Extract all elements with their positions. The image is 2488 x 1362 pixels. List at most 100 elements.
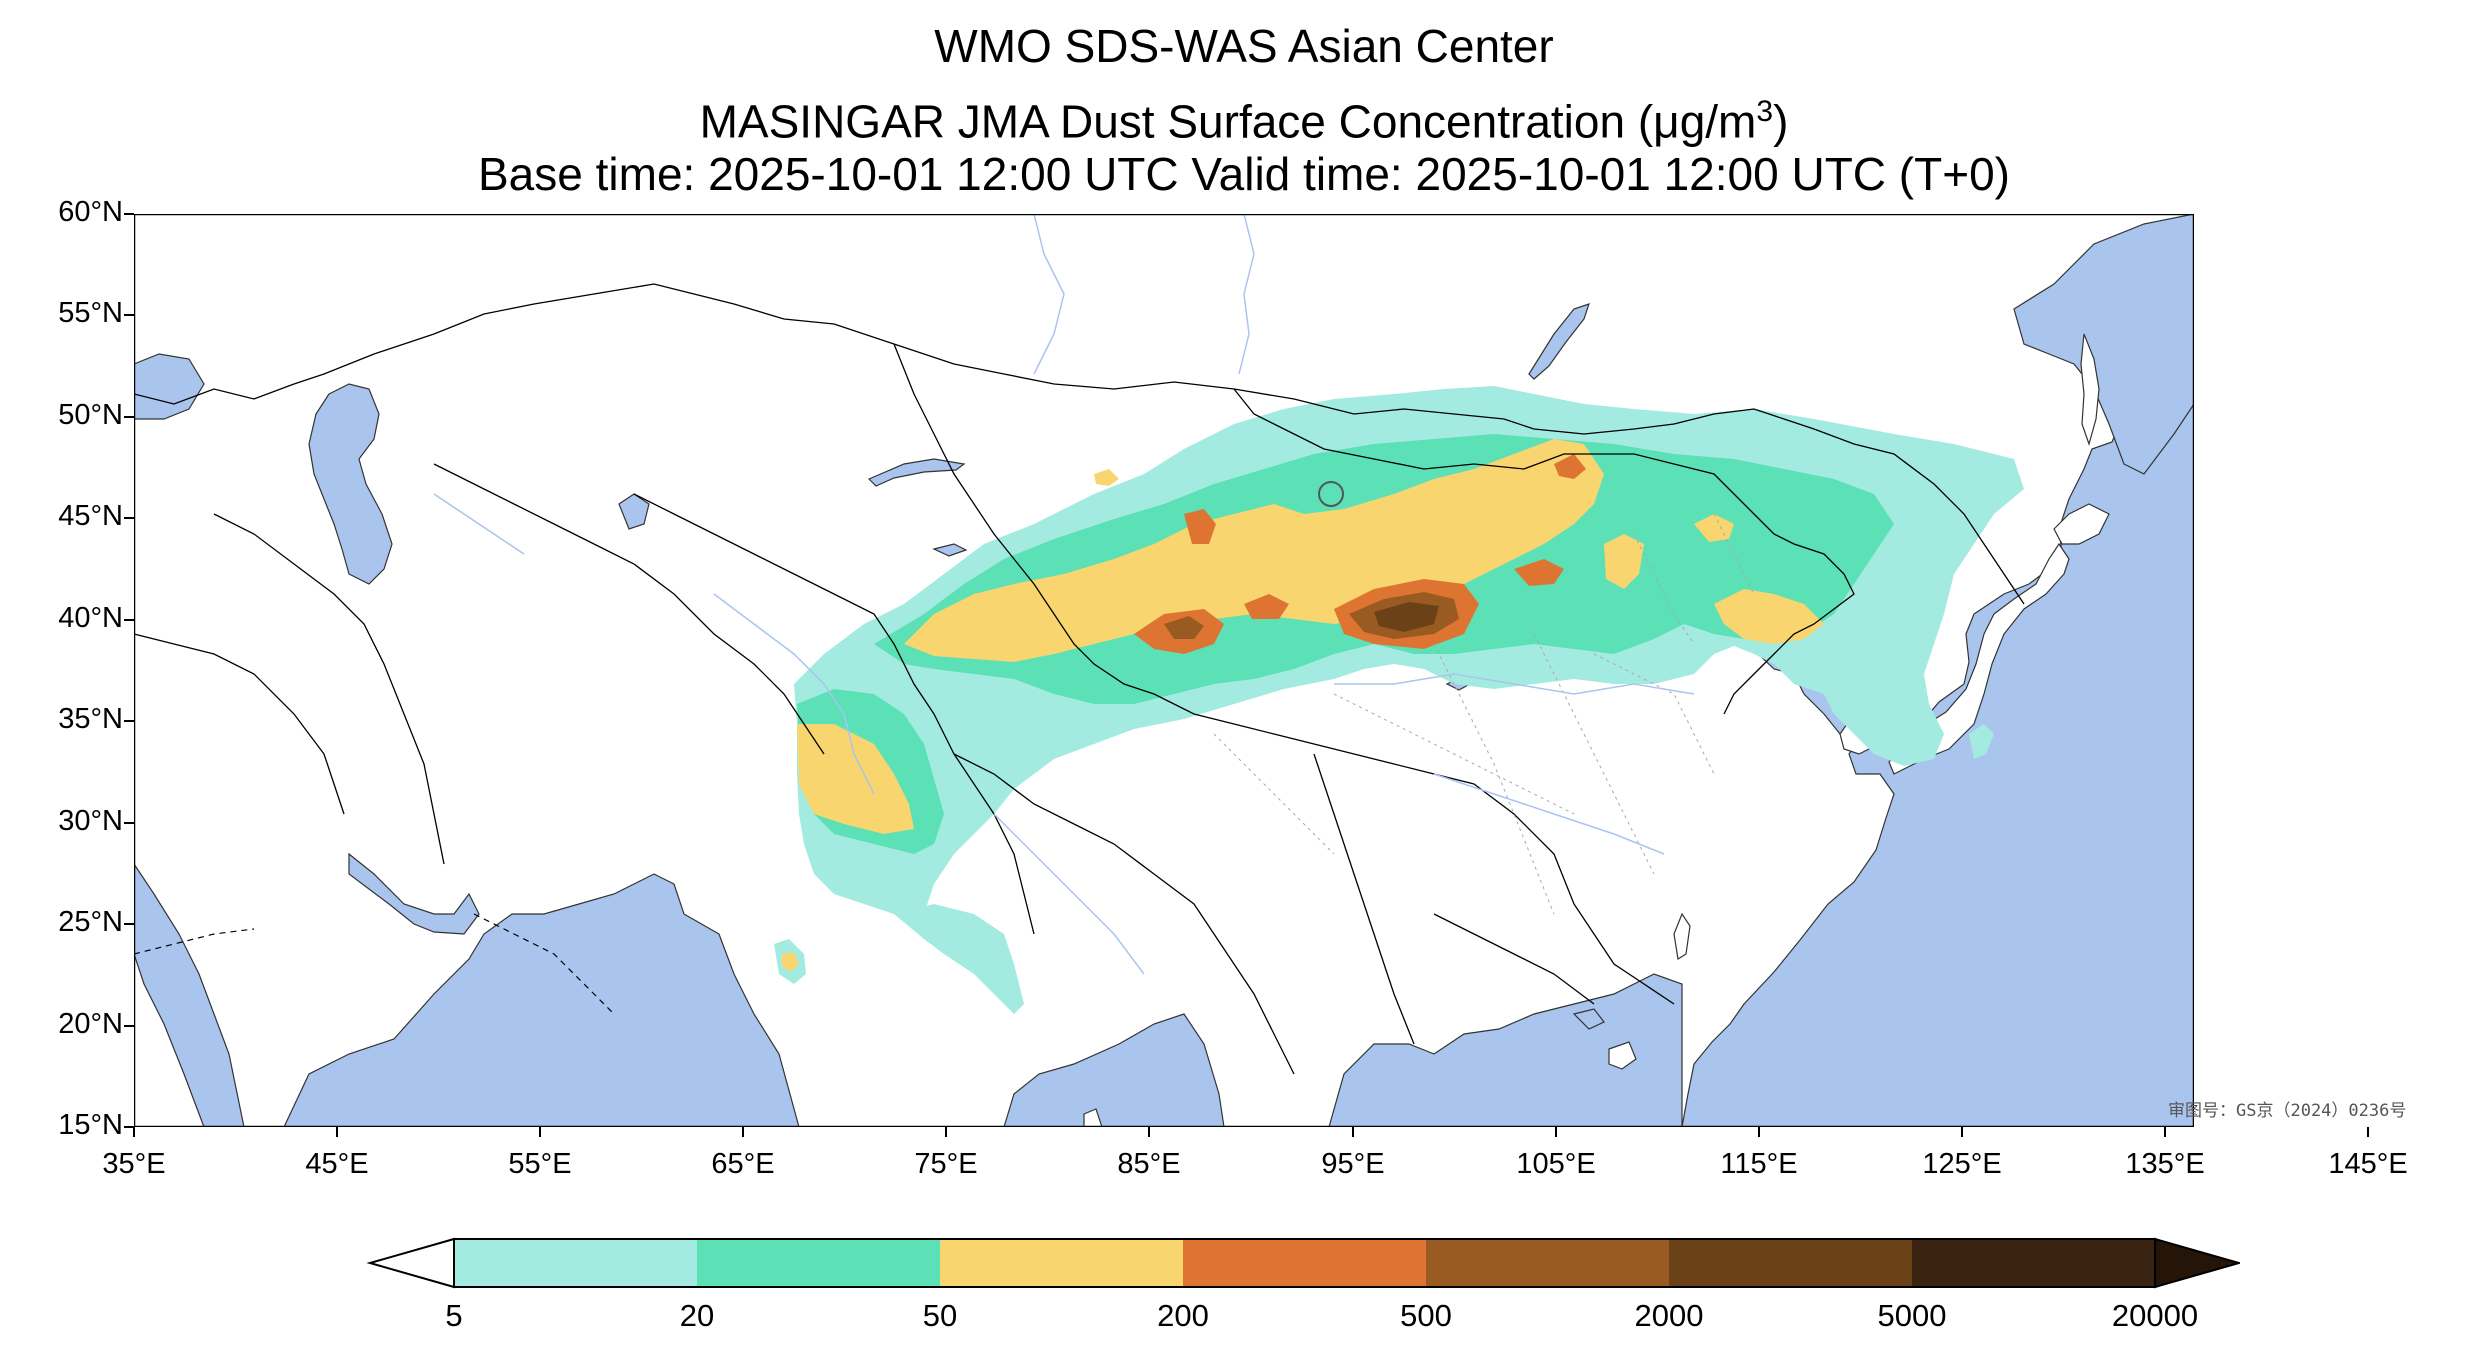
disputed-borders	[134, 913, 615, 1015]
sakhalin	[2080, 333, 2100, 446]
lon-label-65: 65°E	[711, 1148, 775, 1180]
country-borders	[134, 283, 2025, 1075]
time-info: Base time: 2025-10-01 12:00 UTC Valid ti…	[478, 148, 2010, 200]
dust-level-50-pak	[797, 724, 914, 834]
map-svg	[132, 212, 2196, 1129]
lon-label-145: 145°E	[2328, 1148, 2408, 1180]
caspian-sea	[308, 383, 393, 585]
sea-of-okhotsk	[2013, 214, 2194, 475]
dust-contours	[774, 386, 2024, 1014]
saudi-border	[134, 928, 255, 955]
dust-level-200-ordos	[1514, 559, 1564, 586]
dust-level-5-south	[894, 904, 1024, 1014]
lat-label-30: 30°N	[58, 805, 123, 837]
colorbar-segment-5	[1669, 1239, 1912, 1287]
subtitle-text: MASINGAR JMA Dust Surface Concentration …	[699, 95, 1654, 148]
japan	[1888, 542, 2070, 775]
unit-superscript: 3	[1756, 95, 1774, 128]
province-borders	[1213, 513, 1755, 915]
lon-label-45: 45°E	[305, 1148, 369, 1180]
colorbar-segment-6	[1912, 1239, 2155, 1287]
cb-label-20: 20	[679, 1298, 715, 1333]
lon-label-95: 95°E	[1321, 1148, 1385, 1180]
lat-label-45: 45°N	[58, 500, 123, 532]
colorbar-segment-2	[940, 1239, 1183, 1287]
ganges-river	[993, 813, 1145, 975]
unit-g: g/m	[1679, 95, 1757, 148]
aral-sea	[618, 493, 650, 530]
lake-baikal	[1528, 303, 1590, 380]
cb-label-2000: 2000	[1634, 1298, 1704, 1333]
lon-label-115: 115°E	[1720, 1148, 1798, 1180]
persian-gulf	[348, 852, 480, 935]
syria-border	[134, 633, 345, 815]
colorbar-segment-0	[454, 1239, 697, 1287]
lat-label-60: 60°N	[58, 196, 123, 228]
dust-level-200-mongolia	[1554, 454, 1586, 479]
unit-mu: μ	[1653, 95, 1680, 148]
rivers	[433, 214, 1695, 975]
taiwan	[1673, 912, 1691, 960]
oman-border	[473, 913, 615, 1015]
cb-label-5: 5	[445, 1298, 463, 1333]
lat-label-55: 55°N	[58, 297, 123, 329]
arabian-sea	[283, 873, 800, 1127]
indochina-border	[1433, 913, 1595, 1005]
cb-label-50: 50	[922, 1298, 958, 1333]
dust-level-50	[904, 439, 1604, 662]
lon-label-105: 105°E	[1516, 1148, 1596, 1180]
lon-label-35: 35°E	[102, 1148, 166, 1180]
lon-label-85: 85°E	[1117, 1148, 1181, 1180]
black-sea	[134, 353, 205, 420]
lon-label-135: 135°E	[2125, 1148, 2205, 1180]
hainan-gap	[1572, 1008, 1605, 1030]
dust-level-5-japan	[1969, 724, 1994, 759]
lat-label-50: 50°N	[58, 399, 123, 431]
cb-label-200: 200	[1157, 1298, 1209, 1333]
colorbar-extend-high	[2154, 1237, 2240, 1289]
lat-label-20: 20°N	[58, 1008, 123, 1040]
lon-label-75: 75°E	[914, 1148, 978, 1180]
colorbar-segment-1	[697, 1239, 940, 1287]
myanmar-border	[1313, 753, 1415, 1045]
indus-river	[713, 593, 875, 795]
iran-border	[433, 463, 825, 755]
symbol-circle	[1318, 481, 1344, 507]
lon-label-125: 125°E	[1922, 1148, 2002, 1180]
lat-label-15: 15°N	[58, 1109, 123, 1141]
irtysh-river	[1033, 214, 1065, 375]
map-title: WMO SDS-WAS Asian Center	[934, 20, 1554, 72]
yangtze-river	[1433, 773, 1665, 855]
map-symbols	[1318, 481, 1344, 507]
lake-issyk-kul	[932, 543, 968, 557]
dust-level-50-kaz	[1094, 469, 1119, 486]
dust-level-50-mongolia	[1604, 534, 1644, 589]
red-sea	[134, 862, 245, 1127]
lat-label-40: 40°N	[58, 602, 123, 634]
dust-level-200-lop	[1244, 594, 1289, 619]
lat-label-35: 35°N	[58, 703, 123, 735]
colorbar	[366, 1237, 2240, 1289]
dust-level-50-manchuria	[1714, 589, 1824, 644]
dust-map	[132, 212, 2196, 1129]
cb-label-20000: 20000	[2111, 1298, 2199, 1333]
lat-label-25: 25°N	[58, 906, 123, 938]
india-border	[953, 753, 1295, 1075]
russia-border	[134, 283, 2025, 605]
yenisei-river	[1238, 214, 1255, 375]
central-asia-borders	[633, 493, 1035, 935]
bay-of-bengal	[1003, 1013, 1225, 1127]
colorbar-segment-3	[1183, 1239, 1426, 1287]
colorbar-frame	[453, 1238, 2156, 1288]
map-subtitle: MASINGAR JMA Dust Surface Concentration …	[0, 84, 2488, 149]
amu-darya	[433, 493, 525, 555]
dust-level-2000	[1374, 602, 1439, 632]
hainan	[1608, 1041, 1637, 1070]
cb-label-5000: 5000	[1877, 1298, 1947, 1333]
cb-label-500: 500	[1400, 1298, 1452, 1333]
dust-level-200-dzungar	[1184, 509, 1216, 544]
colorbar-segment-4	[1426, 1239, 1669, 1287]
hokkaido	[2053, 503, 2110, 545]
colorbar-extend-low	[366, 1237, 455, 1289]
